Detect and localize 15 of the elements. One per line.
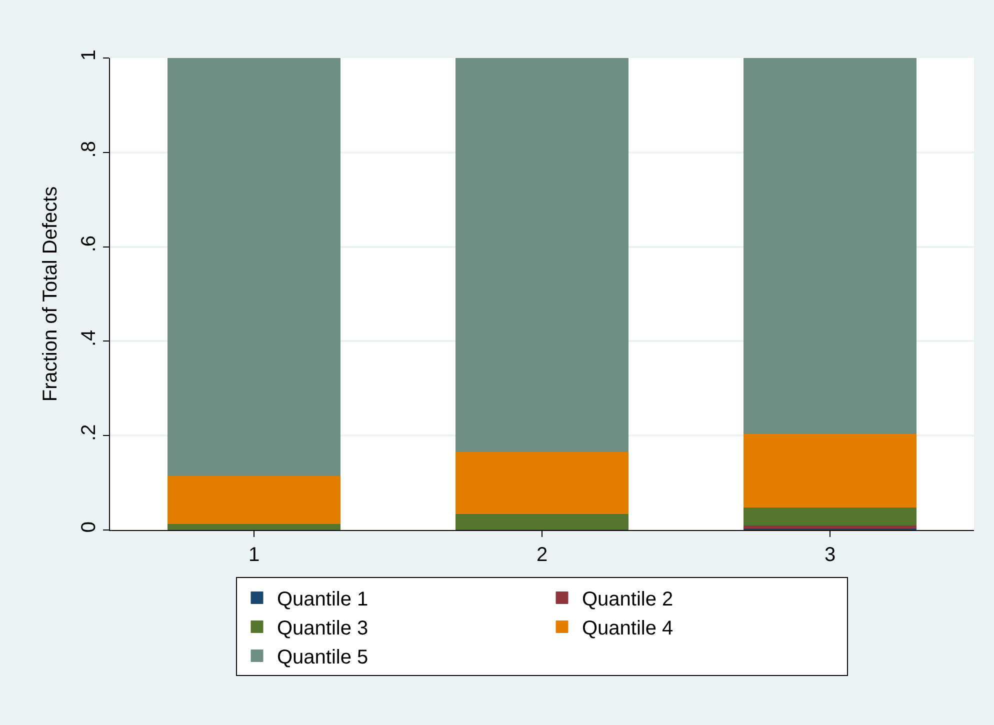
legend-label: Quantile 2: [582, 588, 674, 610]
y-tick-label: 0: [78, 521, 100, 533]
y-tick-label: .2: [78, 424, 100, 441]
y-axis-title: Fraction of Total Defects: [40, 186, 62, 402]
legend-label: Quantile 1: [277, 588, 368, 610]
legend-label: Quantile 5: [277, 646, 368, 668]
x-tick-label: 2: [536, 544, 548, 566]
legend-label: Quantile 3: [277, 618, 368, 640]
x-tick-label: 3: [824, 544, 836, 566]
y-tick-label: .4: [78, 330, 100, 347]
y-tick-label: .6: [78, 235, 100, 252]
x-tick-label: 1: [248, 544, 260, 566]
y-tick-label: .8: [78, 141, 100, 158]
legend-label: Quantile 4: [582, 618, 674, 640]
y-tick-label: 1: [78, 49, 100, 61]
